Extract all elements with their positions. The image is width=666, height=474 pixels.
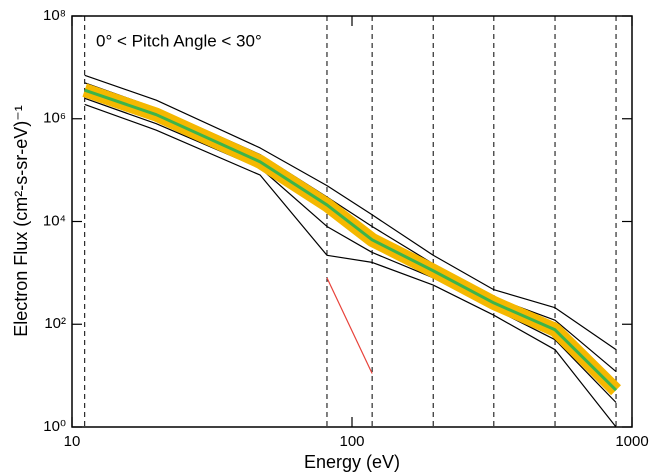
series-line: [326, 277, 373, 374]
plot-lines: [82, 16, 621, 427]
annotation: 0° < Pitch Angle < 30°: [96, 31, 262, 50]
x-axis-label: Energy (eV): [304, 452, 400, 472]
y-tick-label: 10⁴: [43, 212, 66, 229]
y-tick-label: 10⁰: [43, 418, 66, 435]
y-tick-label: 10⁶: [43, 110, 66, 127]
series-line: [84, 103, 617, 427]
x-tick-label: 1000: [615, 433, 648, 450]
x-tick-label: 100: [339, 433, 364, 450]
y-tick-label: 10²: [44, 315, 66, 332]
series-line: [84, 74, 617, 351]
y-axis-label: Electron Flux (cm²-s-sr-eV)⁻¹: [11, 105, 31, 337]
series-line: [84, 97, 617, 403]
x-tick-label: 10: [64, 433, 81, 450]
series-line: [84, 88, 618, 392]
y-tick-label: 10⁸: [43, 7, 66, 24]
